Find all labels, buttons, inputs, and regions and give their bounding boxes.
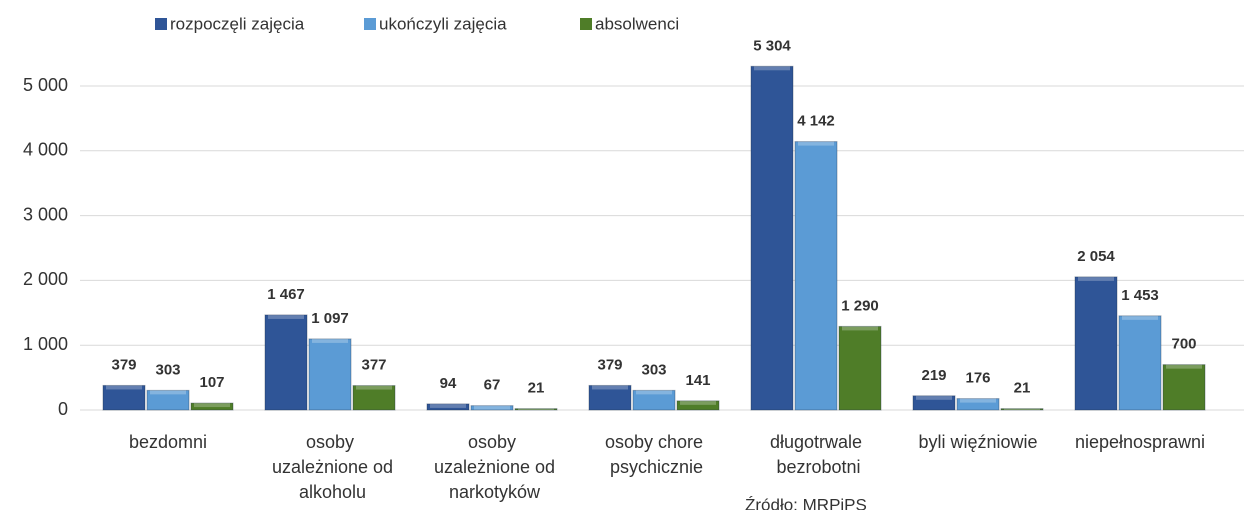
bar-shine [430, 403, 466, 408]
bar [676, 400, 720, 411]
y-tick-label: 3 000 [23, 204, 68, 224]
x-tick-label: niepełnosprawni [1075, 432, 1205, 452]
data-label: 5 304 [753, 37, 791, 54]
bar-shine [960, 398, 996, 403]
data-label: 303 [641, 361, 666, 378]
bar [1074, 276, 1118, 411]
bar-shine [680, 400, 716, 405]
data-label: 219 [921, 367, 946, 384]
bar-shine [1166, 364, 1202, 369]
bar-shine [268, 314, 304, 319]
legend-swatch [364, 18, 376, 30]
bar-shine [916, 395, 952, 400]
bar-shine [1004, 408, 1040, 410]
legend-swatch [155, 18, 167, 30]
bar [264, 314, 308, 411]
bar [838, 325, 882, 411]
bar [426, 403, 470, 411]
bar [1162, 364, 1206, 411]
bar [912, 395, 956, 411]
data-label: 1 097 [311, 310, 349, 327]
x-tick-label: bezdomni [129, 432, 207, 452]
x-tick-label: osoby uzależnione od narkotyków [429, 432, 555, 502]
bar [1000, 408, 1044, 411]
bar [470, 405, 514, 411]
bar [190, 402, 234, 411]
data-label: 303 [155, 361, 180, 378]
bar [956, 398, 1000, 411]
bar [794, 141, 838, 411]
legend-swatch [580, 18, 592, 30]
bar-shine [592, 385, 628, 390]
bar [750, 65, 794, 411]
data-label: 21 [1014, 380, 1031, 397]
bar-shine [518, 408, 554, 410]
data-label: 176 [965, 370, 990, 387]
legend-label: rozpoczęli zajęcia [170, 14, 305, 33]
data-label: 4 142 [797, 113, 835, 130]
data-label: 2 054 [1077, 248, 1115, 265]
bar-shine [1122, 315, 1158, 320]
bar [308, 338, 352, 411]
bar-shine [106, 385, 142, 390]
x-tick-label: osoby uzależnione od alkoholu [267, 432, 393, 502]
data-label: 141 [685, 372, 710, 389]
data-label: 700 [1171, 336, 1196, 353]
bar-shine [1078, 276, 1114, 281]
bar-shine [636, 390, 672, 395]
bar [632, 389, 676, 411]
data-label: 379 [111, 356, 136, 373]
data-label: 379 [597, 356, 622, 373]
bar-shine [194, 403, 230, 408]
bar-shine [798, 141, 834, 146]
bar [514, 408, 558, 411]
bar [1118, 315, 1162, 411]
bar-shine [150, 390, 186, 395]
data-label: 1 290 [841, 297, 879, 314]
data-label: 1 467 [267, 286, 305, 303]
bar [146, 389, 190, 411]
y-tick-label: 1 000 [23, 334, 68, 354]
y-tick-label: 4 000 [23, 140, 68, 160]
data-label: 94 [440, 375, 457, 392]
bar-shine [312, 338, 348, 343]
source-note: Źródło: MRPiPS [745, 495, 867, 510]
data-label: 67 [484, 377, 501, 394]
y-tick-label: 0 [58, 399, 68, 419]
data-label: 377 [361, 357, 386, 374]
x-tick-label: długotrwale bezrobotni [770, 432, 862, 477]
bar-shine [842, 326, 878, 331]
y-tick-label: 5 000 [23, 75, 68, 95]
bar-shine [356, 385, 392, 390]
bar [352, 385, 396, 411]
bar-shine [754, 66, 790, 71]
bar [102, 384, 146, 411]
legend-label: absolwenci [595, 14, 679, 33]
y-tick-label: 2 000 [23, 269, 68, 289]
bar-shine [474, 405, 510, 410]
x-tick-label: byli więźniowie [918, 432, 1037, 452]
data-label: 21 [528, 380, 545, 397]
bar [588, 384, 632, 411]
data-label: 1 453 [1121, 287, 1159, 304]
x-tick-label: osoby chore psychicznie [605, 432, 703, 477]
data-label: 107 [199, 374, 224, 391]
legend-label: ukończyli zajęcia [379, 14, 507, 33]
